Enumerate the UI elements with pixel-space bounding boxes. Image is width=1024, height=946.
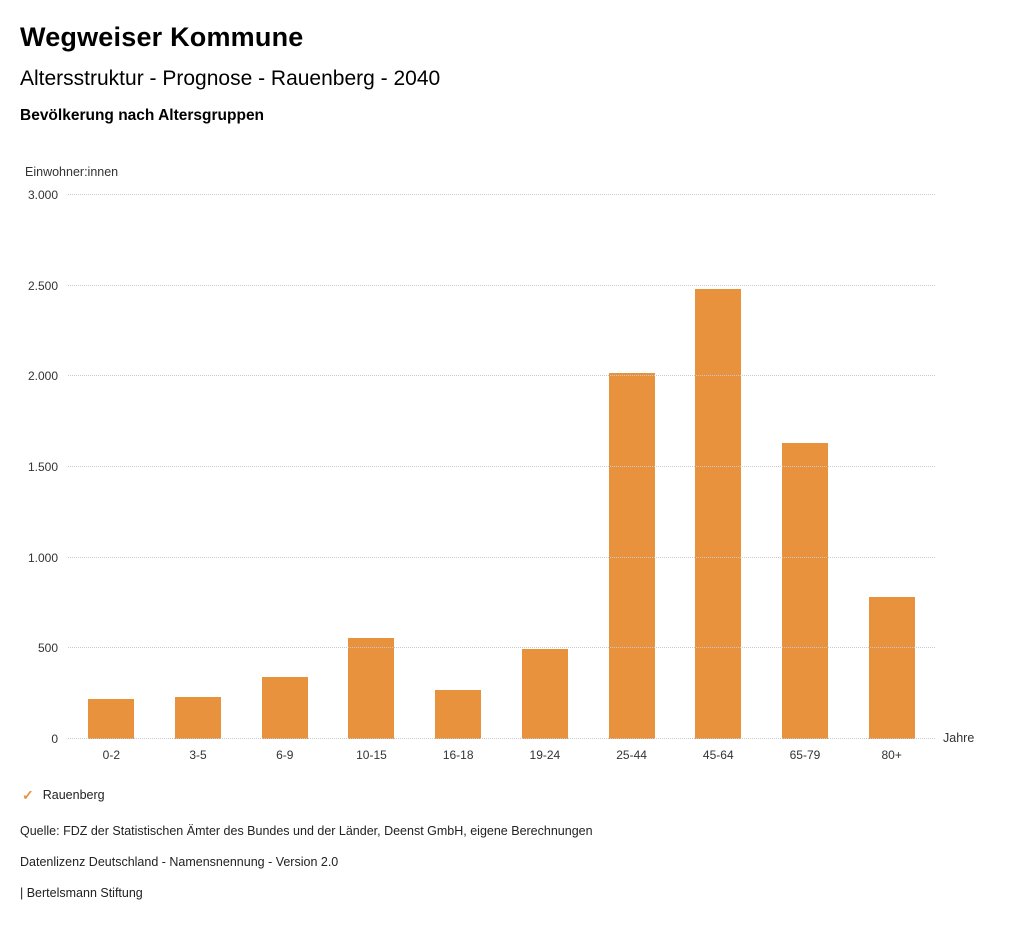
x-tick-label: 25-44 (616, 748, 647, 762)
bar-slot (675, 195, 762, 739)
bar-3-5[interactable] (175, 697, 222, 739)
page: Wegweiser Kommune Altersstruktur - Progn… (20, 22, 1004, 900)
x-tick-label: 10-15 (356, 748, 387, 762)
x-tick-label: 16-18 (442, 748, 474, 762)
legend-label: Rauenberg (42, 788, 105, 802)
gridline (68, 375, 935, 377)
x-tick-label: 65-79 (789, 748, 821, 762)
bar-slot (762, 195, 849, 739)
x-tick-label: 19-24 (529, 748, 561, 762)
y-tick-label: 2.000 (27, 369, 58, 384)
bar-80+[interactable] (868, 596, 915, 739)
x-tick-label: 3-5 (189, 748, 207, 762)
y-tick-label: 1.500 (27, 460, 58, 474)
page-subtitle: Altersstruktur - Prognose - Rauenberg - … (20, 67, 441, 90)
footer: Quelle: FDZ der Statistischen Ämter des … (20, 824, 1004, 900)
bar-slot (502, 195, 589, 739)
chart-title: Bevölkerung nach Altersgruppen (20, 107, 265, 124)
bar-19-24[interactable] (521, 649, 568, 739)
bars-row (68, 195, 935, 739)
gridline (68, 647, 935, 649)
y-tick-label: 2.500 (27, 278, 58, 293)
gridline (68, 556, 935, 558)
x-tick-label: 0-2 (102, 748, 121, 762)
gridline (68, 194, 935, 195)
y-tick-label: 3.000 (27, 188, 58, 202)
bar-slot (328, 195, 415, 739)
bar-0-2[interactable] (88, 699, 135, 739)
license-line: Datenlizenz Deutschland - Namensnennung … (20, 855, 339, 869)
bar-slot (241, 195, 328, 739)
gridline (68, 466, 935, 467)
y-tick-label: 0 (51, 732, 58, 746)
x-tick-label: 6-9 (276, 748, 294, 762)
bar-slot (588, 195, 675, 739)
x-tick-label: 45-64 (702, 748, 734, 762)
y-axis-title: Einwohner:innen (25, 165, 119, 179)
bar-slot (68, 195, 155, 739)
source-line: Quelle: FDZ der Statistischen Ämter des … (20, 824, 593, 838)
page-title: Wegweiser Kommune (20, 22, 304, 52)
check-icon: ✓ (22, 787, 34, 803)
bar-45-64[interactable] (695, 289, 742, 739)
y-tick-label: 500 (37, 641, 58, 656)
bar-6-9[interactable] (261, 677, 308, 739)
y-tick-label: 1.000 (27, 550, 58, 565)
x-axis-labels: 0-2 3-5 6-9 10-15 16-18 19-24 25-44 45-64 65-79 8… (68, 748, 935, 762)
bar-slot (155, 195, 242, 739)
x-tick-label: 80+ (881, 748, 902, 762)
plot-area: Jahre 0 500 1.000 1.500 2.000 2.500 3.000 (28, 188, 974, 746)
legend-item-rauenberg[interactable]: ✓ Rauenberg (22, 788, 1004, 802)
bar-slot (848, 195, 935, 739)
bar-65-79[interactable] (781, 443, 828, 739)
x-axis-title: Jahre (943, 730, 975, 745)
bar-16-18[interactable] (435, 690, 482, 739)
bar-25-44[interactable] (608, 372, 655, 739)
chart: Jahre 0 500 1.000 1.500 2.000 2.500 3.000 0-2 3… (20, 188, 1004, 762)
attribution-line: | Bertelsmann Stiftung (20, 886, 143, 900)
bar-10-15[interactable] (348, 638, 395, 739)
gridline (68, 738, 935, 739)
gridline (68, 284, 935, 286)
bar-slot (415, 195, 502, 739)
